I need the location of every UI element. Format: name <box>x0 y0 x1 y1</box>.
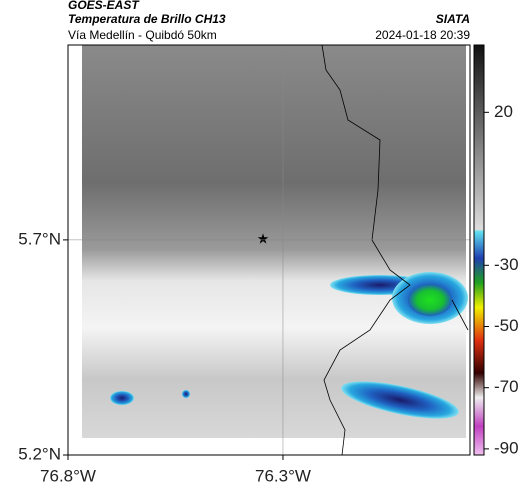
cloud-cluster <box>182 390 190 398</box>
colorbar <box>473 44 485 456</box>
x-tick-label: 76.3°W <box>255 466 311 485</box>
cloud-core <box>408 284 452 316</box>
region: Vía Medellín - Quibdó 50km <box>68 28 217 42</box>
colorbar-tick-label: 20 <box>494 102 513 121</box>
location-marker: ★ <box>257 231 270 247</box>
x-tick-label: 76.8°W <box>40 466 96 485</box>
colorbar-tick-label: -30 <box>494 255 519 274</box>
title: GOES-EAST <box>68 0 140 12</box>
border <box>451 299 469 331</box>
colorbar-tick-label: -70 <box>494 377 519 396</box>
colorbar-tick-label: -90 <box>494 438 519 457</box>
cloud-cluster <box>341 381 459 419</box>
subtitle: Temperatura de Brillo CH13 <box>68 12 226 26</box>
map-frame <box>67 44 471 456</box>
satellite-image <box>82 45 466 438</box>
cloud-cluster <box>110 391 134 405</box>
timestamp: 2024-01-18 20:39 <box>375 28 470 42</box>
source: SIATA <box>436 12 470 26</box>
border <box>321 44 411 456</box>
y-tick-label: 5.7°N <box>18 229 61 248</box>
y-tick-label: 5.2°N <box>18 444 61 463</box>
colorbar-tick-label: -50 <box>494 316 519 335</box>
